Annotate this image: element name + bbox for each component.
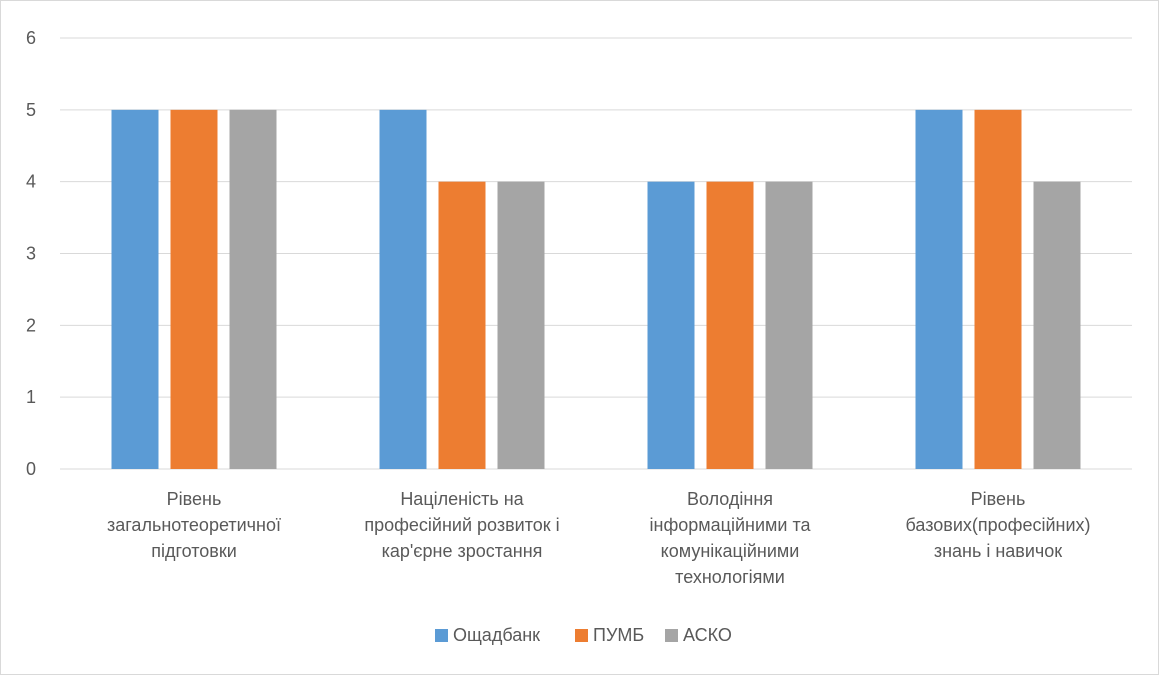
x-category-label-line: технологіями — [675, 567, 785, 587]
x-category-label-line: Володіння — [687, 489, 773, 509]
x-category-label-1: Рівень загальнотеоретичної підготовки — [107, 489, 281, 561]
bar-3-3 — [765, 181, 813, 469]
bar-3-2 — [497, 181, 545, 469]
bar-1-2 — [379, 109, 427, 469]
bar-2-4 — [974, 109, 1022, 469]
bar-2-2 — [438, 181, 486, 469]
y-tick-label-3: 3 — [26, 244, 36, 264]
legend-swatch-1 — [435, 629, 448, 642]
y-tick-label-2: 2 — [26, 315, 36, 335]
x-category-label-line: комунікаційними — [661, 541, 800, 561]
y-tick-label-4: 4 — [26, 172, 36, 192]
x-category-label-line: Націленість на — [400, 489, 524, 509]
y-tick-label-0: 0 — [26, 459, 36, 479]
x-category-label-line: інформаційними та — [650, 515, 812, 535]
x-category-label-line: базових(професійних) — [905, 515, 1090, 535]
x-category-label-2: Націленість на професійний розвиток і кар'… — [364, 489, 559, 561]
legend-swatch-3 — [665, 629, 678, 642]
bar-2-3 — [706, 181, 754, 469]
x-category-label-line: підготовки — [151, 541, 237, 561]
y-tick-label-1: 1 — [26, 387, 36, 407]
bar-3-1 — [229, 109, 277, 469]
legend-swatch-2 — [575, 629, 588, 642]
x-category-label-4: Рівень базових(професійних) знань і навичо… — [905, 489, 1090, 561]
y-tick-label-6: 6 — [26, 28, 36, 48]
bar-2-1 — [170, 109, 218, 469]
x-category-label-line: загальнотеоретичної — [107, 515, 281, 535]
x-category-label-3: Володіння інформаційними та комунікаційним… — [650, 489, 812, 587]
y-tick-label-5: 5 — [26, 100, 36, 120]
x-category-label-line: кар'єрне зростання — [382, 541, 543, 561]
x-category-label-line: знань і навичок — [934, 541, 1062, 561]
legend-label-1: Ощадбанк — [453, 625, 540, 645]
legend-label-3: АСКО — [683, 625, 732, 645]
legend-label-2: ПУМБ — [593, 625, 644, 645]
x-category-label-line: Рівень — [971, 489, 1026, 509]
bar-1-1 — [111, 109, 159, 469]
bar-1-3 — [647, 181, 695, 469]
bar-1-4 — [915, 109, 963, 469]
x-category-label-line: Рівень — [167, 489, 222, 509]
x-category-label-line: професійний розвиток і — [364, 515, 559, 535]
bar-3-4 — [1033, 181, 1081, 469]
